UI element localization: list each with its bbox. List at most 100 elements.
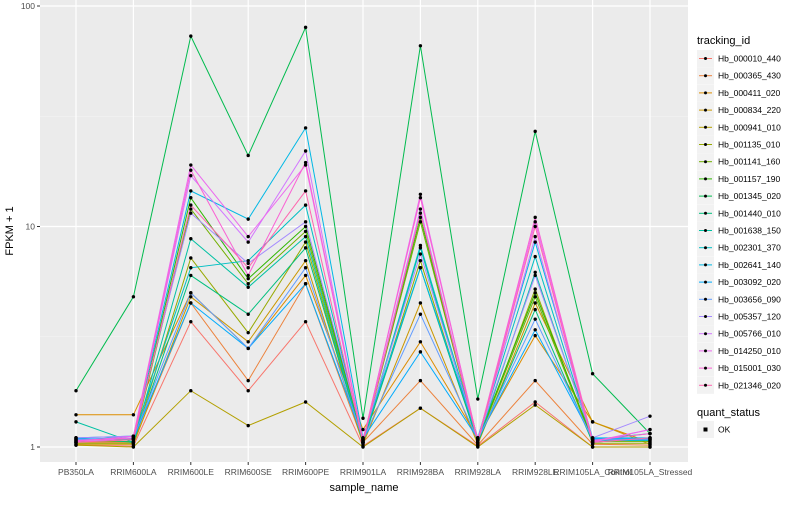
data-point bbox=[590, 445, 595, 449]
data-point bbox=[533, 328, 537, 332]
data-point bbox=[74, 413, 78, 417]
data-point bbox=[189, 389, 193, 393]
x-tick-label: PB350LA bbox=[58, 467, 94, 477]
data-point bbox=[246, 258, 250, 263]
data-point bbox=[189, 237, 193, 241]
x-tick-label: RRIM600PE bbox=[282, 467, 330, 477]
data-point bbox=[246, 273, 250, 278]
legend-label: Hb_021346_020 bbox=[718, 380, 781, 390]
legend-label: Hb_001141_160 bbox=[718, 157, 781, 167]
data-point bbox=[246, 266, 250, 270]
data-point bbox=[533, 378, 537, 383]
legend-swatch-point bbox=[704, 91, 707, 95]
data-point bbox=[418, 211, 423, 215]
x-tick-label: RRIM928LA bbox=[455, 467, 502, 477]
y-tick-label: 10 bbox=[26, 222, 36, 232]
data-point bbox=[476, 436, 480, 440]
data-point bbox=[246, 217, 250, 221]
x-tick-label: RRIM600SE bbox=[225, 467, 273, 477]
data-point bbox=[303, 189, 308, 193]
data-points bbox=[74, 25, 652, 449]
legend-swatch-point bbox=[704, 57, 707, 60]
data-point bbox=[74, 420, 78, 424]
point-legend-title: quant_status bbox=[697, 407, 760, 419]
data-point bbox=[418, 258, 423, 263]
legend: tracking_id Hb_000010_440 Hb_000365_430 Hb… bbox=[697, 35, 781, 438]
data-point bbox=[418, 215, 423, 220]
data-point bbox=[303, 234, 308, 239]
data-point bbox=[189, 295, 193, 299]
data-point bbox=[189, 266, 193, 270]
legend-label: Hb_001135_010 bbox=[718, 140, 781, 150]
data-point bbox=[418, 252, 423, 256]
legend-swatch-point bbox=[704, 177, 707, 181]
data-point bbox=[418, 196, 423, 200]
data-point bbox=[303, 25, 308, 30]
data-point bbox=[189, 211, 193, 215]
data-point bbox=[533, 317, 537, 321]
data-point bbox=[418, 192, 423, 196]
x-tick-label: RRIM901LA bbox=[340, 467, 387, 477]
legend-label: Hb_003092_020 bbox=[718, 277, 781, 287]
data-point bbox=[246, 389, 250, 393]
legend-swatch-point bbox=[704, 280, 707, 284]
legend-swatch-point bbox=[704, 194, 707, 198]
grid bbox=[40, 0, 688, 462]
point-legend-label: OK bbox=[718, 425, 731, 435]
data-point bbox=[533, 291, 537, 295]
data-point bbox=[418, 406, 423, 410]
legend-label: Hb_001638_150 bbox=[718, 226, 781, 236]
data-point bbox=[533, 220, 537, 224]
data-point bbox=[189, 203, 193, 207]
data-point bbox=[303, 160, 308, 165]
data-point bbox=[303, 224, 308, 229]
data-point bbox=[533, 254, 537, 259]
legend-swatch-point bbox=[704, 332, 707, 336]
y-axis-title: FPKM + 1 bbox=[4, 206, 16, 255]
x-tick-label: RRIM928BA bbox=[397, 467, 445, 477]
data-point bbox=[189, 291, 193, 295]
data-point bbox=[131, 440, 136, 445]
data-point bbox=[303, 149, 308, 153]
data-point bbox=[246, 153, 250, 158]
data-point bbox=[418, 266, 423, 270]
legend-swatch-point bbox=[704, 246, 707, 250]
data-point bbox=[303, 126, 308, 130]
data-point bbox=[533, 287, 537, 291]
data-point bbox=[533, 129, 537, 134]
panel-background bbox=[40, 0, 688, 462]
legend-swatch-point bbox=[704, 383, 707, 387]
data-point bbox=[533, 273, 537, 278]
data-point bbox=[303, 246, 308, 250]
legend-label: Hb_000941_010 bbox=[718, 122, 781, 132]
data-point bbox=[361, 416, 365, 420]
data-point bbox=[533, 333, 537, 338]
data-point bbox=[74, 440, 78, 445]
legend-label: Hb_005357_120 bbox=[718, 312, 781, 322]
data-point bbox=[303, 400, 308, 404]
data-point bbox=[648, 431, 652, 436]
legend-label: Hb_001345_020 bbox=[718, 191, 781, 201]
data-point bbox=[189, 168, 193, 172]
legend-swatch-point bbox=[704, 125, 707, 129]
data-point bbox=[74, 389, 78, 393]
data-point bbox=[246, 346, 250, 351]
data-point bbox=[189, 207, 193, 211]
legend-label: Hb_003656_090 bbox=[718, 294, 781, 304]
data-point bbox=[533, 403, 537, 407]
data-point bbox=[189, 256, 193, 260]
x-tick-label: RRIM600LA bbox=[110, 467, 157, 477]
legend-swatch-point bbox=[704, 74, 707, 78]
data-point bbox=[418, 301, 423, 305]
data-point bbox=[246, 282, 250, 286]
data-point bbox=[303, 163, 308, 167]
data-point bbox=[246, 423, 250, 428]
data-point bbox=[418, 243, 423, 248]
legend-swatch-point bbox=[704, 211, 707, 215]
legend-label: Hb_002301_370 bbox=[718, 243, 781, 253]
legend-label: Hb_015001_030 bbox=[718, 363, 781, 373]
data-point bbox=[533, 301, 537, 305]
legend-label: Hb_000365_430 bbox=[718, 71, 781, 81]
